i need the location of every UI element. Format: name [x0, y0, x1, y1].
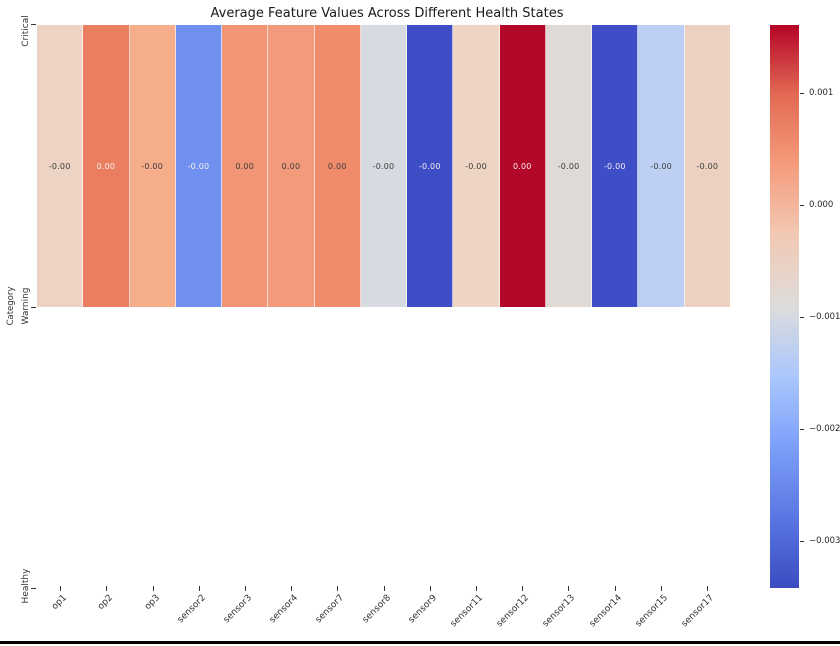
heatmap-cell-sensor17: -0.00 [684, 25, 730, 307]
x-tick [383, 586, 385, 591]
cell-annotation: -0.00 [696, 161, 719, 171]
x-tick [706, 586, 708, 591]
colorbar-tick [800, 317, 804, 319]
bottom-border [0, 641, 840, 644]
y-tick [31, 588, 36, 589]
colorbar-tick-label: −0.002 [809, 424, 840, 435]
y-tick-label-critical: Critical [21, 15, 31, 47]
cell-annotation: -0.00 [187, 161, 210, 171]
cell-annotation: 0.00 [281, 161, 301, 171]
heatmap-cell-sensor7: 0.00 [314, 25, 361, 307]
cell-annotation: 0.00 [327, 161, 347, 171]
x-tick [198, 586, 200, 591]
heatmap-cell-op2: 0.00 [83, 25, 130, 307]
heatmap-cell-sensor2: -0.00 [175, 25, 223, 307]
cell-annotation: 0.00 [235, 161, 254, 171]
colorbar-tick-label: −0.001 [809, 312, 840, 323]
x-tick-label-op1: op1 [50, 593, 70, 613]
x-tick [244, 586, 246, 591]
heatmap-row-critical: -0.00 0.00 -0.00 -0.00 0.00 0.00 0.00 -0.00 -0.0… [37, 25, 730, 307]
colorbar-tick [800, 93, 804, 95]
colorbar-tick-label: 0.000 [809, 200, 834, 211]
cell-annotation: -0.00 [650, 161, 672, 171]
cell-annotation: -0.00 [418, 161, 441, 171]
heatmap-cell-sensor3: 0.00 [222, 25, 269, 307]
cell-annotation: -0.00 [603, 161, 626, 171]
x-tick [475, 586, 477, 591]
y-tick [31, 24, 36, 25]
colorbar-tick-label: 0.001 [809, 88, 834, 99]
x-tick [60, 586, 62, 591]
chart-title: Average Feature Values Across Different … [210, 6, 564, 21]
colorbar-tick-label: −0.003 [809, 535, 840, 546]
y-tick [31, 307, 36, 308]
y-tick-label-healthy: Healthy [21, 568, 31, 604]
cell-annotation: 0.00 [512, 161, 532, 171]
cell-annotation: -0.00 [48, 161, 71, 171]
x-tick [337, 586, 339, 591]
x-tick [522, 586, 524, 591]
y-axis-label: Category [6, 286, 16, 326]
heatmap-cell-op1: -0.00 [37, 25, 84, 307]
heatmap-cell-sensor4: 0.00 [268, 25, 315, 307]
cell-annotation: -0.00 [372, 161, 395, 171]
cell-annotation: -0.00 [465, 161, 487, 171]
x-tick [106, 586, 108, 591]
heatmap-cell-sensor8: -0.00 [360, 25, 408, 307]
x-tick [614, 586, 616, 591]
heatmap-cell-sensor14: -0.00 [592, 25, 639, 307]
heatmap-cell-sensor13: -0.00 [545, 25, 593, 307]
cell-annotation: 0.00 [96, 161, 116, 171]
x-tick [291, 586, 293, 591]
colorbar-tick [800, 540, 804, 542]
x-tick [152, 586, 154, 591]
x-tick [429, 586, 431, 591]
cell-annotation: -0.00 [141, 161, 164, 171]
colorbar-tick [800, 205, 804, 207]
heatmap-cell-sensor11: -0.00 [453, 25, 500, 307]
colorbar-gradient [770, 25, 799, 588]
heatmap-cell-sensor9: -0.00 [407, 25, 454, 307]
cell-annotation: -0.00 [557, 161, 580, 171]
x-tick [568, 586, 570, 591]
heatmap-cell-op3: -0.00 [129, 25, 176, 307]
y-tick-label-warning: Warning [21, 287, 31, 325]
x-tick [660, 586, 662, 591]
heatmap-cell-sensor12: 0.00 [499, 25, 546, 307]
heatmap-cell-sensor15: -0.00 [638, 25, 685, 307]
colorbar-tick [800, 429, 804, 431]
